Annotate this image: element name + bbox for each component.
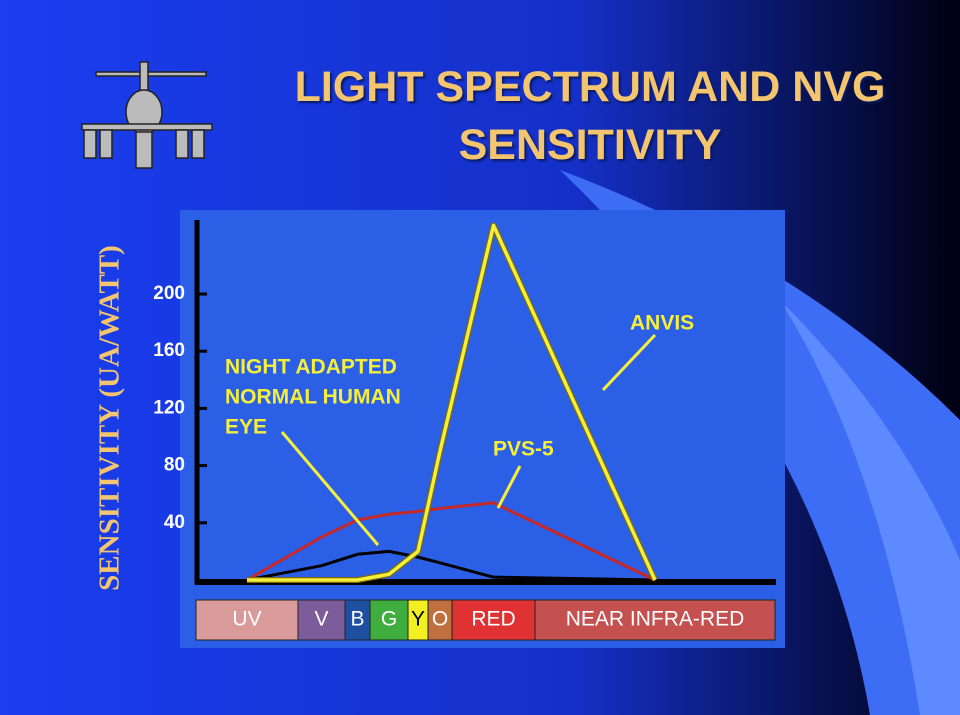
series-line	[246, 501, 656, 582]
band-label: UV	[232, 608, 261, 631]
pointer	[601, 333, 657, 392]
spectrum-band	[369, 599, 409, 641]
series-label: ANVIS	[630, 312, 694, 335]
annotation: EYE	[225, 416, 267, 439]
band-label: Y	[411, 608, 425, 631]
band-label: V	[314, 608, 328, 631]
band-label: G	[381, 608, 397, 631]
y-tick-label: 80	[164, 455, 185, 476]
swoosh	[560, 170, 960, 715]
helicopter-icon	[81, 61, 213, 169]
pointer	[280, 431, 380, 546]
band-label: RED	[471, 608, 515, 631]
slide-title: LIGHT SPECTRUM AND NVG SENSITIVITY	[294, 63, 886, 169]
series-line	[246, 549, 656, 582]
annotation: NIGHT ADAPTED	[225, 356, 397, 379]
spectrum-band	[427, 599, 453, 641]
band-label: O	[432, 608, 448, 631]
y-tick-label: 40	[164, 512, 185, 533]
spectrum-band	[344, 599, 371, 641]
y-tick-label: 200	[153, 283, 185, 304]
y-tick-label: 120	[153, 397, 185, 418]
y-tick-label: 160	[153, 340, 185, 361]
series-line	[247, 223, 657, 582]
spectrum-band	[451, 599, 536, 641]
spectrum-band	[534, 599, 776, 641]
y-axis-label: SENSITIVITY (UA/WATT)	[94, 245, 126, 591]
pointer	[496, 465, 522, 509]
series-label: PVS-5	[493, 438, 554, 461]
band-label: NEAR INFRA-RED	[566, 608, 745, 631]
annotation: NORMAL HUMAN	[225, 386, 401, 409]
band-label: B	[350, 608, 364, 631]
swoosh	[780, 300, 960, 715]
spectrum-band	[195, 599, 299, 641]
